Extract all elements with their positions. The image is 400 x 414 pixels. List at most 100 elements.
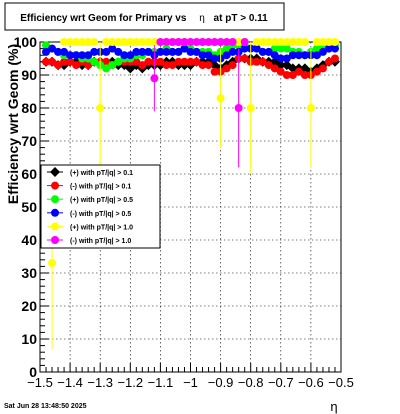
chart-title-part-1: Efficiency wrt Geom for Primary vs xyxy=(20,13,187,24)
data-point xyxy=(288,38,297,46)
data-series xyxy=(41,38,340,349)
data-point xyxy=(240,44,249,53)
data-point xyxy=(300,71,309,79)
data-point xyxy=(132,38,141,46)
data-point xyxy=(144,57,153,66)
data-point xyxy=(282,71,291,79)
data-point xyxy=(96,104,105,112)
legend-label: (+) with pT/|q| > 0.1 xyxy=(70,170,133,177)
data-point xyxy=(228,47,237,56)
y-tick-label: 80 xyxy=(21,100,37,116)
data-point xyxy=(252,38,261,46)
data-point xyxy=(138,47,147,56)
data-point xyxy=(174,57,183,66)
legend-entry: (+) with pT/|q| > 1.0 xyxy=(47,222,133,231)
data-point xyxy=(90,57,99,66)
data-point xyxy=(78,38,87,46)
data-point xyxy=(312,51,321,60)
x-tick-label: −1.1 xyxy=(148,375,174,390)
data-point xyxy=(156,47,165,56)
legend-entry: (+) with pT/|q| > 0.1 xyxy=(47,167,133,177)
data-point xyxy=(252,57,261,66)
data-point xyxy=(222,38,231,46)
data-point xyxy=(42,41,51,50)
data-point xyxy=(138,38,147,46)
series-4 xyxy=(42,44,339,63)
data-point xyxy=(240,38,249,46)
x-axis-label: η xyxy=(330,399,337,414)
data-point xyxy=(162,61,171,70)
data-point xyxy=(264,38,273,46)
data-point xyxy=(258,57,267,66)
data-point xyxy=(216,38,225,46)
title-box xyxy=(4,2,285,31)
data-point xyxy=(318,38,327,46)
data-point xyxy=(90,38,99,46)
data-point xyxy=(120,38,129,46)
data-point xyxy=(210,54,219,63)
legend-label: (+) with pT/|q| > 0.5 xyxy=(70,197,133,204)
data-point xyxy=(174,47,183,56)
data-point xyxy=(312,44,321,53)
data-point xyxy=(156,57,165,66)
data-point xyxy=(156,38,165,46)
chart-title: Efficiency wrt Geom for Primary vs η at … xyxy=(20,13,268,24)
data-point xyxy=(324,38,333,46)
legend-marker xyxy=(51,195,59,204)
data-point xyxy=(144,38,153,46)
x-tick-label: −0.9 xyxy=(208,375,234,390)
data-point xyxy=(276,54,285,63)
y-tick-label: 90 xyxy=(21,67,37,83)
data-point xyxy=(270,44,279,53)
y-tick-label: 10 xyxy=(21,331,37,347)
data-point xyxy=(324,57,333,66)
data-point xyxy=(72,51,81,60)
x-tick-label: −0.8 xyxy=(238,375,264,390)
data-point xyxy=(162,38,171,46)
data-point xyxy=(144,47,153,56)
legend-entry: (-) with pT/|q| > 0.5 xyxy=(47,208,131,218)
data-point xyxy=(180,57,189,66)
data-point xyxy=(150,74,159,83)
data-point xyxy=(234,104,243,112)
data-point xyxy=(102,57,111,66)
data-point xyxy=(78,51,87,60)
data-point xyxy=(192,47,201,56)
data-point xyxy=(294,38,303,46)
data-point xyxy=(282,44,291,53)
x-tick-label: −0.7 xyxy=(268,375,294,390)
data-point xyxy=(108,44,117,53)
legend-label: (+) with pT/|q| > 1.0 xyxy=(70,224,133,231)
data-point xyxy=(102,64,111,73)
data-point xyxy=(222,51,231,60)
data-point xyxy=(300,51,309,60)
data-point xyxy=(270,38,279,46)
data-point xyxy=(192,57,201,66)
data-point xyxy=(228,38,237,46)
data-point xyxy=(48,44,57,53)
legend-marker xyxy=(50,167,60,177)
timestamp: Sat Jun 28 13:48:50 2025 xyxy=(4,403,87,410)
data-point xyxy=(288,51,297,60)
data-point xyxy=(204,61,213,70)
data-point xyxy=(168,61,177,70)
data-point xyxy=(300,38,309,46)
data-point xyxy=(138,61,147,70)
data-point xyxy=(198,51,207,60)
data-point xyxy=(330,54,339,63)
data-point xyxy=(312,38,321,46)
series-2 xyxy=(42,54,339,79)
data-point xyxy=(186,38,195,46)
data-point xyxy=(210,38,219,46)
x-tick-label: −1.3 xyxy=(87,375,113,390)
data-point xyxy=(264,61,273,70)
data-point xyxy=(270,64,279,73)
data-point xyxy=(330,44,339,53)
axis-ticks: −1.5 −1.4 −1.3 −1.2 −1.1 −1 −0.9 −0.8 −0.7 −0.6 −0… xyxy=(14,34,354,390)
data-point xyxy=(234,38,243,46)
data-point xyxy=(108,38,117,46)
data-point xyxy=(276,38,285,46)
data-point xyxy=(60,47,69,56)
data-point xyxy=(258,47,267,56)
legend-entry: (+) with pT/|q| > 0.5 xyxy=(47,195,133,204)
